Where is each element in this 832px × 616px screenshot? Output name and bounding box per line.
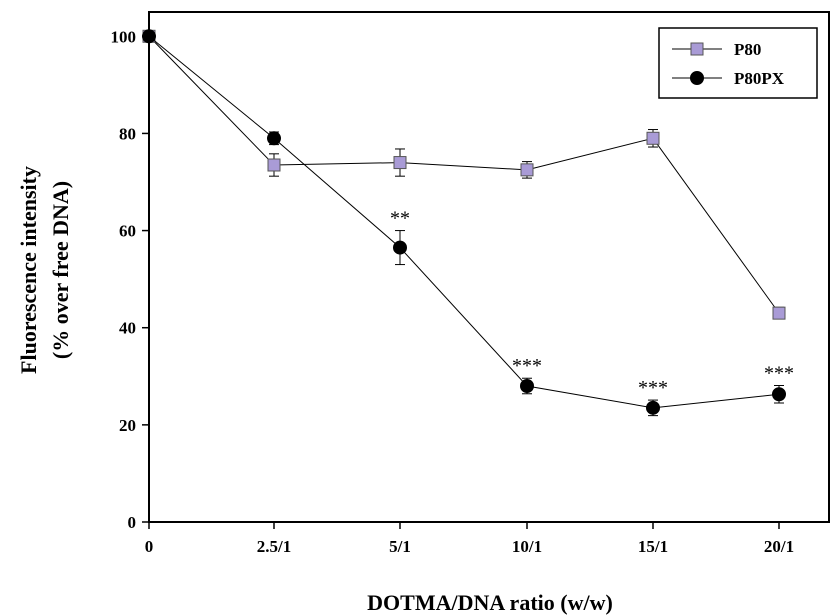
data-point-p80px: [772, 387, 786, 402]
x-tick-label: 20/1: [764, 537, 794, 556]
y-tick-label: 100: [111, 27, 137, 46]
x-tick-label: 0: [145, 537, 154, 556]
data-point-p80px: [142, 29, 156, 44]
y-axis: 0 20 40 60 80 100: [111, 27, 149, 532]
data-point-p80px: [520, 379, 534, 393]
x-tick-label: 5/1: [389, 537, 411, 556]
data-point-p80px: [646, 400, 660, 415]
significance-marker: **: [390, 208, 410, 230]
data-point-p80: [520, 163, 534, 177]
y-tick-label: 60: [119, 222, 136, 241]
significance-marker: ***: [638, 377, 668, 399]
significance-marker: ***: [764, 363, 794, 385]
data-point-p80px: [393, 240, 407, 255]
legend-label-p80: P80: [734, 40, 761, 59]
y-tick-label: 0: [128, 513, 137, 532]
legend-label-p80px: P80PX: [734, 69, 785, 88]
y-axis-title-line2: (% over free DNA): [48, 181, 73, 359]
legend-marker-p80: [690, 42, 704, 56]
series-layer: [142, 29, 786, 417]
plot-frame: [148, 11, 830, 523]
data-point-p80: [393, 156, 407, 170]
y-tick-label: 80: [119, 124, 136, 143]
data-point-p80px: [267, 131, 281, 146]
x-axis-title: DOTMA/DNA ratio (w/w): [367, 590, 613, 615]
series-line-p80: [148, 35, 780, 314]
series-p80px: [142, 29, 786, 417]
x-tick-label: 10/1: [512, 537, 542, 556]
y-axis-title-line1: Fluorescence intensity: [16, 166, 41, 374]
x-tick-label: 2.5/1: [257, 537, 291, 556]
data-point-p80: [646, 131, 660, 145]
annotation-layer: ***********: [390, 208, 794, 400]
legend-box: [658, 27, 818, 99]
plot-border: [148, 11, 830, 523]
x-tick-label: 15/1: [638, 537, 668, 556]
significance-marker: ***: [512, 355, 542, 377]
legend: P80 P80PX: [658, 27, 818, 99]
y-tick-label: 20: [119, 416, 136, 435]
x-axis: 0 2.5/1 5/1 10/1 15/1 20/1: [145, 522, 794, 556]
data-point-p80: [772, 306, 786, 320]
series-line-p80px: [148, 35, 780, 409]
y-tick-label: 40: [119, 319, 136, 338]
legend-marker-p80px: [690, 71, 704, 85]
data-point-p80: [267, 158, 281, 172]
